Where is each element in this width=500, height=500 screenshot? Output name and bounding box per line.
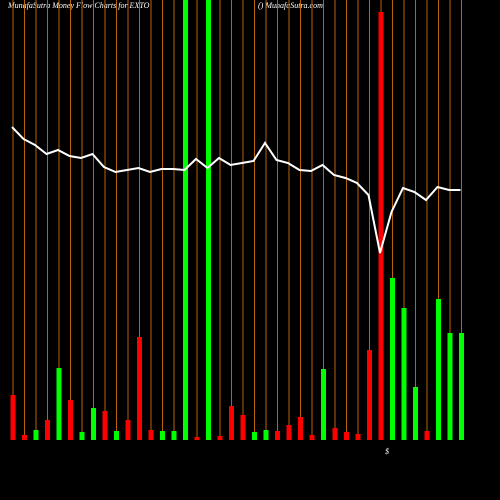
bar [240, 415, 246, 440]
bar [436, 299, 441, 440]
bar [171, 431, 177, 440]
bar [22, 435, 27, 440]
bar [424, 431, 430, 440]
bar [390, 278, 395, 440]
bar [298, 417, 303, 440]
bar [321, 369, 326, 440]
bar [447, 333, 453, 440]
bar [33, 430, 39, 440]
bar [45, 420, 50, 440]
bar [252, 432, 257, 440]
bar [229, 406, 234, 440]
bar [217, 436, 223, 440]
bar [286, 425, 292, 440]
annotation: $ [385, 447, 389, 456]
bar [114, 431, 119, 440]
chart-title: MunafaSutra Money Flow Charts for EXTO [7, 1, 150, 10]
bar [378, 12, 384, 440]
chart-subtitle: () MunafaSutra.com [258, 1, 323, 10]
bar [413, 387, 418, 440]
bar [148, 430, 154, 440]
bar [125, 420, 131, 440]
bar [367, 350, 372, 440]
bar [68, 400, 73, 440]
bar [91, 408, 96, 440]
bar [401, 308, 407, 440]
bar [183, 0, 188, 440]
bar [459, 333, 464, 440]
bar [102, 411, 108, 440]
bar [206, 0, 211, 440]
bar [309, 435, 315, 440]
money-flow-line [11, 126, 461, 254]
bar [10, 395, 16, 440]
bar [332, 428, 338, 440]
bar [263, 430, 269, 440]
bar [137, 337, 142, 440]
bar [56, 368, 62, 440]
bar [344, 432, 349, 440]
bar [275, 431, 280, 440]
bar [194, 437, 200, 440]
bar [355, 434, 361, 440]
bar [160, 431, 165, 440]
bar [79, 432, 85, 440]
